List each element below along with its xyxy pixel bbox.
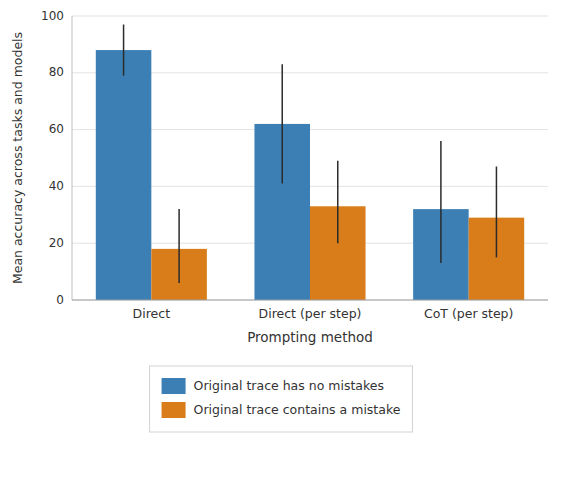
error-bars bbox=[124, 25, 441, 264]
chart: 0 20 40 60 80 100 Direct Direct (per step) CoT (… bbox=[0, 0, 562, 482]
x-tick-label: CoT (per step) bbox=[424, 306, 514, 321]
y-tick-label: 60 bbox=[49, 122, 64, 136]
y-tick-label: 100 bbox=[41, 9, 64, 23]
chart-container: 0 20 40 60 80 100 Direct Direct (per step) CoT (… bbox=[0, 0, 562, 482]
x-axis-line bbox=[72, 300, 548, 301]
x-tick-label: Direct bbox=[133, 306, 171, 321]
grid-line bbox=[72, 16, 548, 17]
series bbox=[96, 50, 469, 300]
marks bbox=[96, 25, 524, 300]
grid bbox=[72, 16, 548, 300]
y-axis-label: Mean accuracy across tasks and models bbox=[10, 32, 25, 284]
x-tick-label: Direct (per step) bbox=[259, 306, 362, 321]
legend-swatch bbox=[162, 402, 186, 418]
legend: Original trace has no mistakes Original t… bbox=[150, 366, 413, 432]
error-bar bbox=[281, 64, 283, 183]
y-tick-label: 20 bbox=[49, 236, 64, 250]
y-axis-line bbox=[72, 16, 73, 300]
legend-label: Original trace contains a mistake bbox=[194, 402, 401, 417]
y-tick-label: 80 bbox=[49, 65, 64, 79]
y-tick-label: 0 bbox=[56, 293, 64, 307]
legend-swatch bbox=[162, 378, 186, 394]
y-tick-label: 40 bbox=[49, 179, 64, 193]
legend-label: Original trace has no mistakes bbox=[194, 378, 384, 393]
error-bar bbox=[496, 167, 498, 258]
error-bars bbox=[179, 161, 496, 283]
grid-line bbox=[72, 300, 548, 301]
error-bar bbox=[337, 161, 339, 243]
error-bar bbox=[123, 25, 125, 76]
bar bbox=[96, 50, 152, 300]
error-bar bbox=[440, 141, 442, 263]
legend-frame bbox=[150, 366, 413, 432]
error-bar bbox=[178, 209, 180, 283]
x-axis-label: Prompting method bbox=[247, 329, 373, 345]
